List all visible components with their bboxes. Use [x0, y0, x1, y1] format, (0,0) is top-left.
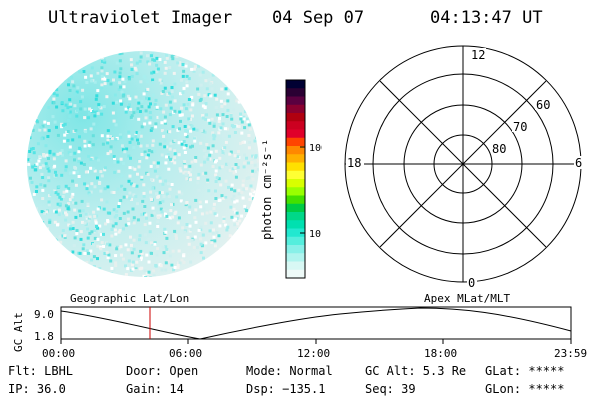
colorbar-band	[286, 146, 305, 155]
ip-info: IP: 36.0	[8, 382, 66, 396]
date-label: 04 Sep 07	[272, 8, 365, 28]
xtick-1800: 18:00	[424, 347, 457, 360]
door-info: Door: Open	[126, 364, 199, 378]
colorbar-band	[286, 88, 305, 98]
xtick-1200: 12:00	[297, 347, 330, 360]
ytick-9: 9.0	[34, 308, 54, 321]
colorbar-band	[286, 162, 305, 172]
mlt-label-12: 12	[471, 48, 485, 62]
svg-text:100: 100	[309, 143, 322, 154]
colorbar-band	[286, 236, 305, 246]
time-label: 04:13:47 UT	[430, 8, 543, 28]
instrument-title: Ultraviolet Imager	[48, 8, 233, 28]
lat-label-60: 60	[536, 98, 550, 112]
colorbar-band	[286, 195, 305, 205]
colorbar-band	[286, 269, 305, 279]
geo-label: Geographic Lat/Lon	[70, 292, 190, 305]
colorbar-band	[286, 154, 305, 164]
colorbar-band	[286, 137, 305, 147]
colorbar-band	[286, 129, 305, 139]
glat-info: GLat: *****	[485, 364, 565, 378]
colorbar-band	[286, 245, 305, 254]
seq-info: Seq: 39	[365, 382, 416, 396]
colorbar-band	[286, 121, 305, 131]
colorbar: 100 10	[285, 79, 322, 279]
ytick-1-8: 1.8	[34, 330, 54, 343]
colorbar-band	[286, 179, 305, 188]
mlt-label-18: 18	[347, 156, 361, 170]
lat-label-70: 70	[513, 120, 527, 134]
colorbar-band	[286, 104, 305, 114]
colorbar-band	[286, 187, 305, 197]
colorbar-band	[286, 228, 305, 238]
colorbar-band	[286, 170, 305, 180]
colorbar-band	[286, 220, 305, 230]
xtick-2359: 23:59	[554, 347, 587, 360]
gc-alt-ylabel: GC Alt	[12, 312, 25, 352]
xtick-0600: 06:00	[169, 347, 202, 360]
mode-info: Mode: Normal	[246, 364, 333, 378]
colorbar-tick-100: 100	[300, 143, 322, 154]
gain-info: Gain: 14	[126, 382, 184, 396]
xtick-0000: 00:00	[42, 347, 75, 360]
dsp-info: Dsp: −135.1	[246, 382, 326, 396]
colorbar-band	[286, 80, 305, 89]
colorbar-band	[286, 203, 305, 213]
mlt-label-0: 0	[468, 276, 475, 290]
svg-text:10: 10	[309, 229, 321, 240]
colorbar-band	[286, 261, 305, 271]
colorbar-tick-10: 10	[300, 229, 321, 240]
colorbar-band	[286, 253, 305, 263]
mlt-label-6: 6	[575, 156, 582, 170]
gc-alt-info: GC Alt: 5.3 Re	[365, 364, 467, 378]
filter-info: Flt: LBHL	[8, 364, 74, 378]
apex-label: Apex MLat/MLT	[424, 292, 511, 305]
colorbar-band	[286, 113, 305, 122]
glon-info: GLon: *****	[485, 382, 565, 396]
colorbar-band	[286, 212, 305, 221]
gc-alt-curve	[60, 307, 572, 340]
colorbar-band	[286, 96, 305, 106]
lat-label-80: 80	[492, 142, 506, 156]
